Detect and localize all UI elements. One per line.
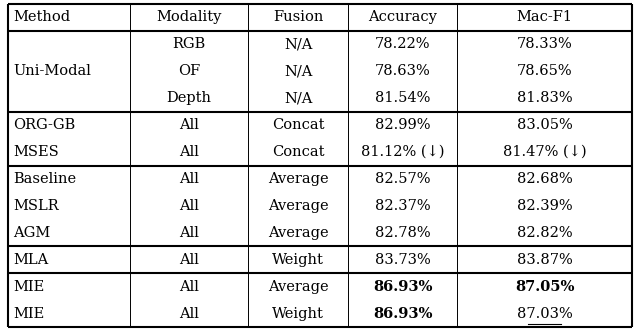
Text: All: All <box>179 145 199 159</box>
Text: 81.83%: 81.83% <box>517 91 572 105</box>
Text: Uni-Modal: Uni-Modal <box>13 64 91 78</box>
Text: Average: Average <box>268 226 328 240</box>
Text: Weight: Weight <box>272 307 324 320</box>
Text: 83.05%: 83.05% <box>516 118 573 132</box>
Text: All: All <box>179 226 199 240</box>
Text: All: All <box>179 307 199 320</box>
Text: All: All <box>179 199 199 213</box>
Text: 86.93%: 86.93% <box>373 280 433 294</box>
Text: Depth: Depth <box>166 91 211 105</box>
Text: Fusion: Fusion <box>273 11 323 24</box>
Text: Baseline: Baseline <box>13 172 76 186</box>
Text: All: All <box>179 118 199 132</box>
Text: Modality: Modality <box>156 11 221 24</box>
Text: MIE: MIE <box>13 307 44 320</box>
Text: N/A: N/A <box>284 91 312 105</box>
Text: RGB: RGB <box>172 37 205 51</box>
Text: All: All <box>179 172 199 186</box>
Text: 83.73%: 83.73% <box>375 253 431 267</box>
Text: 82.39%: 82.39% <box>517 199 572 213</box>
Text: 82.57%: 82.57% <box>375 172 431 186</box>
Text: ORG-GB: ORG-GB <box>13 118 76 132</box>
Text: 78.63%: 78.63% <box>375 64 431 78</box>
Text: MIE: MIE <box>13 280 44 294</box>
Text: OF: OF <box>178 64 200 78</box>
Text: Mac-F1: Mac-F1 <box>516 11 573 24</box>
Text: 81.47% (↓): 81.47% (↓) <box>503 145 586 159</box>
Text: N/A: N/A <box>284 64 312 78</box>
Text: 82.82%: 82.82% <box>517 226 572 240</box>
Text: MSES: MSES <box>13 145 59 159</box>
Text: AGM: AGM <box>13 226 51 240</box>
Text: 83.87%: 83.87% <box>516 253 573 267</box>
Text: All: All <box>179 280 199 294</box>
Text: 78.33%: 78.33% <box>516 37 573 51</box>
Text: 82.99%: 82.99% <box>375 118 431 132</box>
Text: 78.65%: 78.65% <box>517 64 572 78</box>
Text: Average: Average <box>268 172 328 186</box>
Text: Concat: Concat <box>272 118 324 132</box>
Text: MLA: MLA <box>13 253 48 267</box>
Text: MSLR: MSLR <box>13 199 59 213</box>
Text: Accuracy: Accuracy <box>368 11 437 24</box>
Text: 87.05%: 87.05% <box>515 280 574 294</box>
Text: All: All <box>179 253 199 267</box>
Text: 87.03%: 87.03% <box>516 307 573 320</box>
Text: Weight: Weight <box>272 253 324 267</box>
Text: Average: Average <box>268 199 328 213</box>
Text: 81.12% (↓): 81.12% (↓) <box>361 145 444 159</box>
Text: N/A: N/A <box>284 37 312 51</box>
Text: 82.68%: 82.68% <box>516 172 573 186</box>
Text: 82.78%: 82.78% <box>375 226 431 240</box>
Text: 78.22%: 78.22% <box>375 37 431 51</box>
Text: Concat: Concat <box>272 145 324 159</box>
Text: Average: Average <box>268 280 328 294</box>
Text: Method: Method <box>13 11 70 24</box>
Text: 81.54%: 81.54% <box>375 91 430 105</box>
Text: 82.37%: 82.37% <box>375 199 431 213</box>
Text: 86.93%: 86.93% <box>373 307 433 320</box>
